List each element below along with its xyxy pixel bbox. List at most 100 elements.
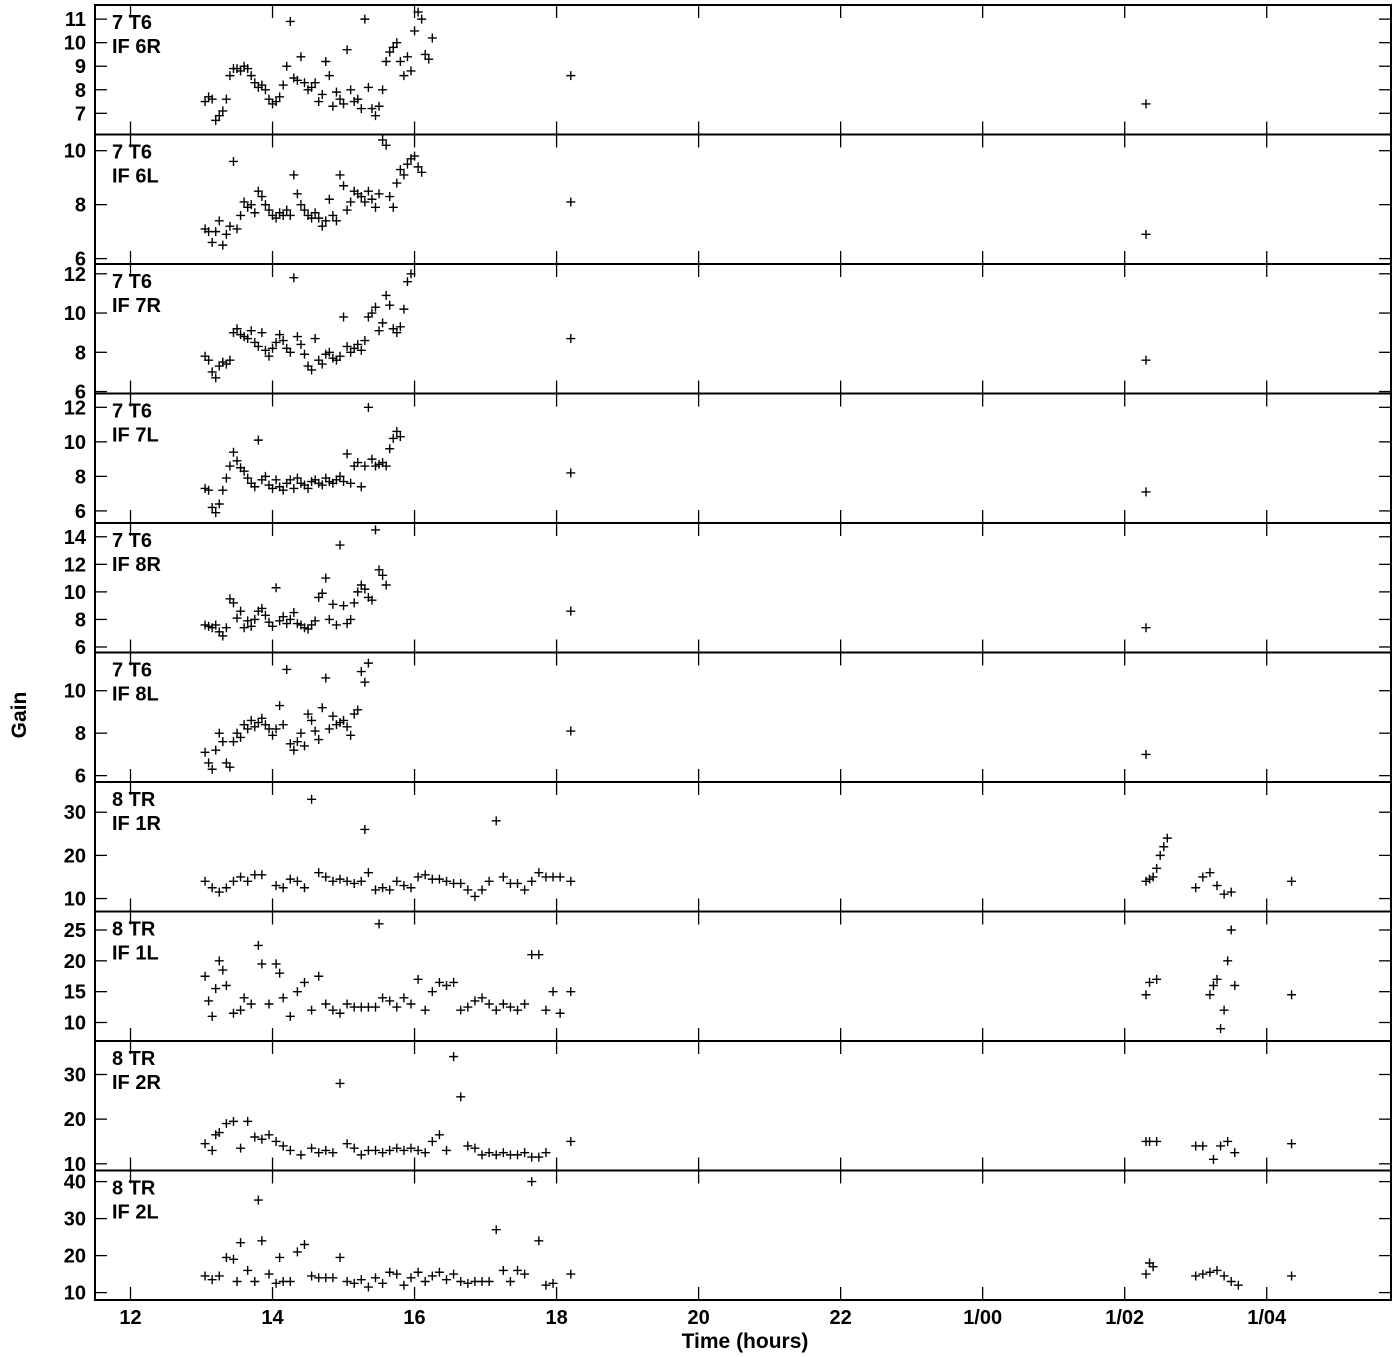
data-point <box>346 478 356 488</box>
data-point <box>356 667 366 677</box>
data-point <box>566 1136 576 1146</box>
data-point <box>477 993 487 1003</box>
data-point <box>225 355 235 365</box>
data-point <box>225 71 235 81</box>
data-point <box>427 33 437 43</box>
data-point <box>246 715 256 725</box>
data-point <box>299 1240 309 1249</box>
data-point <box>299 78 309 88</box>
data-point <box>260 200 270 210</box>
data-point <box>505 1277 515 1286</box>
data-point <box>232 613 242 623</box>
data-point <box>253 435 263 445</box>
data-point <box>218 965 228 975</box>
data-point <box>498 872 508 882</box>
data-point <box>413 1145 423 1155</box>
data-point <box>356 192 366 202</box>
data-point <box>271 881 281 891</box>
data-point <box>246 621 256 631</box>
data-point <box>371 525 381 535</box>
data-point <box>264 1130 274 1140</box>
data-point <box>257 192 267 202</box>
y-tick-label: 6 <box>75 501 86 523</box>
data-point <box>349 1143 359 1153</box>
data-point <box>328 711 338 721</box>
data-point <box>413 872 423 882</box>
data-point <box>271 213 281 223</box>
data-point <box>484 1148 494 1158</box>
data-point <box>299 883 309 893</box>
data-point <box>1141 229 1151 239</box>
x-axis: 12 14 16 18 20 22 1/00 1/02 1/04 <box>119 1307 1287 1329</box>
data-point <box>385 47 395 57</box>
data-point <box>328 1273 338 1283</box>
data-point <box>1141 99 1151 109</box>
data-point <box>399 304 409 314</box>
data-point <box>1226 925 1236 935</box>
data-point <box>392 1002 402 1012</box>
data-point <box>253 1195 263 1205</box>
data-point <box>321 1145 331 1155</box>
data-point <box>363 868 373 878</box>
panel-frame <box>94 4 1392 136</box>
data-point <box>278 993 288 1003</box>
data-point <box>285 739 295 749</box>
data-point <box>211 508 221 518</box>
data-point <box>335 351 345 361</box>
y-tick-label: 20 <box>64 1109 86 1131</box>
data-point <box>399 1145 409 1155</box>
panel-label-if: IF 7R <box>112 295 161 317</box>
y-tick-label: 8 <box>75 342 86 364</box>
data-point <box>378 883 388 893</box>
panel-label-antenna: 7 T6 <box>112 271 152 293</box>
data-point <box>232 224 242 234</box>
data-point <box>534 950 544 960</box>
data-point <box>339 312 349 322</box>
data-point <box>1159 842 1169 852</box>
data-point <box>228 737 238 747</box>
data-point <box>388 433 398 443</box>
data-point <box>385 1145 395 1155</box>
data-point <box>381 461 391 471</box>
data-point <box>310 726 320 736</box>
data-point <box>349 598 359 608</box>
data-point <box>296 728 306 738</box>
y-tick-label: 14 <box>64 527 87 549</box>
data-point <box>541 1280 551 1290</box>
data-point <box>367 194 377 204</box>
panel-label-if: IF 1R <box>112 813 161 835</box>
y-tick-label: 10 <box>64 1154 86 1176</box>
data-point <box>395 165 405 175</box>
data-point <box>356 104 366 114</box>
y-tick-label: 10 <box>64 33 86 55</box>
data-point <box>307 1143 317 1153</box>
data-point <box>555 1008 565 1018</box>
data-point <box>292 876 302 886</box>
data-point <box>1145 977 1155 987</box>
data-point <box>385 444 395 454</box>
y-tick-label: 10 <box>64 1013 86 1035</box>
data-point <box>324 71 334 81</box>
data-point <box>463 1141 473 1151</box>
panel-frame <box>94 781 1392 913</box>
data-point <box>420 1005 430 1015</box>
data-point <box>257 870 267 880</box>
data-point <box>378 318 388 328</box>
data-point <box>1216 1141 1226 1151</box>
data-point <box>371 111 381 121</box>
data-point <box>278 336 288 346</box>
data-point <box>1216 1024 1226 1034</box>
data-point <box>314 735 324 745</box>
data-point <box>410 26 420 36</box>
data-point <box>342 1139 352 1149</box>
data-point <box>260 610 270 620</box>
data-point <box>268 483 278 493</box>
data-point <box>268 343 278 353</box>
data-point <box>228 876 238 886</box>
data-point <box>243 473 253 483</box>
data-point <box>264 94 274 104</box>
data-point <box>1208 981 1218 990</box>
data-point <box>1198 872 1208 882</box>
